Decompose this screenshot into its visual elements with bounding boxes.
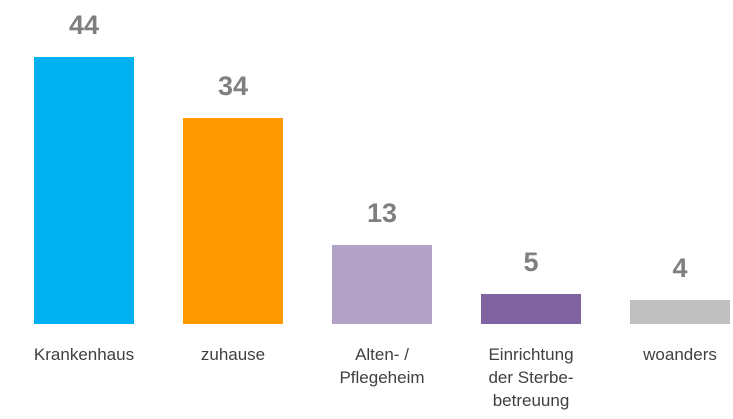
bar (332, 245, 432, 324)
value-label: 4 (672, 252, 688, 283)
category-label: woanders (643, 345, 717, 364)
category-label: zuhause (200, 345, 266, 364)
value-label: 44 (68, 10, 100, 40)
value-label: 34 (217, 70, 249, 101)
category-label: Alten- / Pflegeheim (339, 345, 425, 387)
category-label: Einrichtung der Sterbe- betreuung (488, 345, 574, 410)
bar (183, 117, 283, 324)
bar (630, 299, 730, 324)
bar (481, 293, 581, 324)
value-label: 5 (523, 246, 539, 277)
value-label: 13 (366, 198, 398, 229)
bar (34, 57, 134, 324)
category-label: Krankenhaus (33, 345, 135, 364)
